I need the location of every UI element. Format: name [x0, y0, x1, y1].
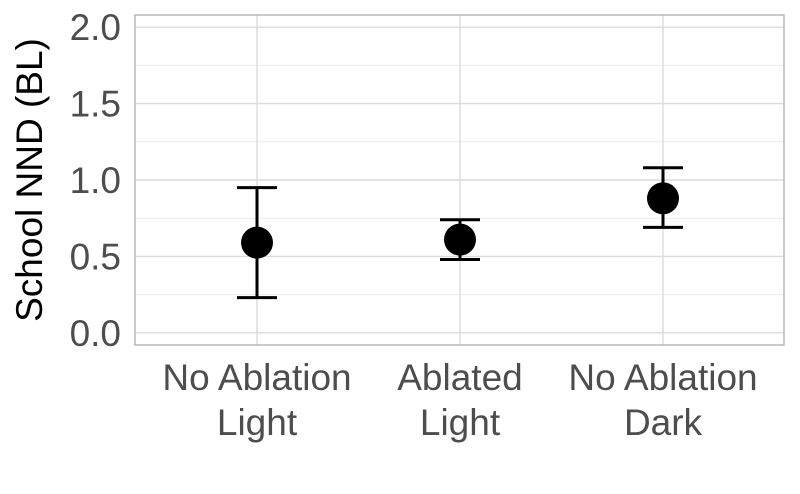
x-tick-label-line2: Dark	[624, 402, 703, 443]
y-tick-label: 1.0	[70, 160, 121, 201]
data-point	[647, 182, 679, 215]
y-tick-label: 0.5	[70, 236, 121, 277]
x-tick-label-line2: Light	[217, 402, 298, 443]
y-axis-ticks: 0.0 0.5 1.0 1.5 2.0	[70, 7, 121, 354]
y-axis-title: School NND (BL)	[9, 38, 50, 322]
x-tick-label-line1: No Ablation	[162, 357, 351, 398]
x-tick-label-line1: Ablated	[397, 357, 523, 398]
data-points	[241, 182, 679, 259]
y-tick-label: 0.0	[70, 313, 121, 354]
y-tick-label: 1.5	[70, 84, 121, 125]
x-tick-label-line1: No Ablation	[568, 357, 757, 398]
panel-border	[134, 14, 785, 346]
y-tick-label: 2.0	[70, 7, 121, 48]
data-point	[241, 226, 273, 259]
major-gridlines	[135, 15, 784, 345]
x-axis-ticks: No Ablation Light Ablated Light No Ablat…	[162, 357, 757, 443]
x-tick-label-line2: Light	[420, 402, 501, 443]
data-point	[444, 223, 476, 256]
